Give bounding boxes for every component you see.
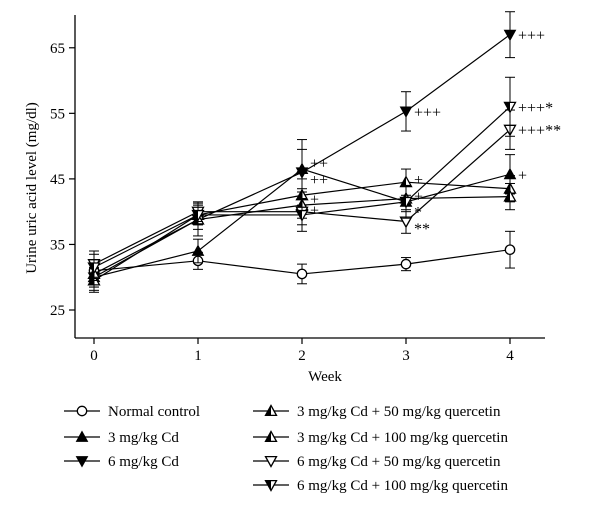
legend-label: 3 mg/kg Cd + 100 mg/kg quercetin bbox=[297, 430, 508, 446]
y-tick-label: 35 bbox=[50, 237, 65, 253]
marker-shape bbox=[296, 268, 308, 280]
significance-label: * bbox=[414, 205, 422, 222]
legend-item: 6 mg/kg Cd + 100 mg/kg quercetin bbox=[253, 478, 508, 494]
legend-item: 6 mg/kg Cd + 50 mg/kg quercetin bbox=[253, 454, 501, 470]
marker-shape bbox=[400, 258, 412, 270]
marker-fill bbox=[296, 210, 302, 221]
marker-fill bbox=[400, 197, 406, 208]
data-point bbox=[399, 106, 413, 118]
marker-fill bbox=[192, 210, 198, 221]
data-point bbox=[503, 189, 517, 202]
data-point bbox=[87, 262, 101, 275]
marker-shape bbox=[399, 106, 413, 118]
y-tick-label: 45 bbox=[50, 172, 65, 188]
series-1 bbox=[88, 230, 516, 285]
x-tick-label: 1 bbox=[194, 348, 202, 364]
data-point bbox=[295, 167, 309, 179]
legend-item: Normal control bbox=[64, 404, 200, 420]
legend-label: 6 mg/kg Cd + 100 mg/kg quercetin bbox=[297, 478, 508, 494]
legend-item: 3 mg/kg Cd + 50 mg/kg quercetin bbox=[253, 404, 501, 420]
legend-label: Normal control bbox=[108, 404, 200, 420]
x-axis-title: Week bbox=[308, 369, 342, 385]
significance-label: +++** bbox=[518, 123, 561, 140]
marker-shape bbox=[191, 244, 205, 256]
y-tick-label: 65 bbox=[50, 41, 65, 57]
legend-marker bbox=[75, 430, 89, 442]
significance-label: +++ bbox=[414, 104, 441, 121]
data-point bbox=[296, 268, 308, 280]
significance-label: + bbox=[414, 188, 423, 205]
data-point bbox=[191, 209, 205, 222]
legend-label: 6 mg/kg Cd + 50 mg/kg quercetin bbox=[297, 454, 501, 470]
legend-marker bbox=[75, 456, 89, 468]
y-tick-label: 55 bbox=[50, 106, 65, 122]
legend-label: 6 mg/kg Cd bbox=[108, 454, 179, 470]
significance-label: ++ bbox=[310, 156, 328, 173]
legend-item: 3 mg/kg Cd + 100 mg/kg quercetin bbox=[253, 430, 508, 446]
significance-label: + bbox=[310, 192, 319, 209]
data-point bbox=[399, 196, 413, 209]
significance-label: ++ bbox=[310, 172, 328, 189]
legend-marker bbox=[264, 430, 278, 443]
legend-label: 3 mg/kg Cd bbox=[108, 430, 179, 446]
significance-label: +++ bbox=[518, 28, 545, 45]
marker-fill bbox=[265, 431, 271, 442]
x-tick-label: 0 bbox=[90, 348, 98, 364]
x-tick-label: 4 bbox=[506, 348, 514, 364]
significance-label: +++* bbox=[518, 100, 553, 117]
marker-shape bbox=[75, 430, 89, 442]
marker-fill bbox=[504, 191, 510, 201]
marker-shape bbox=[264, 455, 278, 468]
data-point bbox=[503, 101, 517, 114]
legend-label: 3 mg/kg Cd + 50 mg/kg quercetin bbox=[297, 404, 501, 420]
marker-shape bbox=[75, 456, 89, 468]
marker-shape bbox=[503, 29, 517, 42]
marker-fill bbox=[504, 102, 510, 113]
legend-marker bbox=[264, 479, 278, 492]
x-tick-label: 2 bbox=[298, 348, 306, 364]
legend-marker bbox=[264, 404, 278, 417]
data-point bbox=[504, 244, 516, 256]
significance-label: + bbox=[310, 203, 319, 220]
marker-fill bbox=[400, 176, 406, 187]
data-point bbox=[503, 29, 517, 42]
data-point bbox=[400, 258, 412, 270]
legend-marker bbox=[264, 455, 278, 468]
marker-shape bbox=[504, 244, 516, 256]
marker-fill bbox=[265, 480, 271, 491]
x-tick-label: 3 bbox=[402, 348, 410, 364]
series-3 bbox=[87, 11, 517, 291]
y-axis-title: Urine uric acid level (mg/dl) bbox=[24, 102, 40, 274]
marker-fill bbox=[504, 183, 510, 194]
marker-shape bbox=[76, 405, 88, 417]
data-point bbox=[191, 244, 205, 256]
legend-marker bbox=[76, 405, 88, 417]
legend-item: 6 mg/kg Cd bbox=[64, 454, 179, 470]
series-7 bbox=[87, 76, 517, 281]
marker-fill bbox=[88, 262, 94, 273]
legend-item: 3 mg/kg Cd bbox=[64, 430, 179, 446]
marker-shape bbox=[295, 167, 309, 179]
y-tick-label: 25 bbox=[50, 303, 65, 319]
marker-fill bbox=[265, 405, 271, 416]
significance-label: + bbox=[414, 172, 423, 189]
significance-label: + bbox=[518, 167, 527, 184]
data-point bbox=[295, 209, 309, 222]
significance-label: ** bbox=[414, 221, 430, 238]
